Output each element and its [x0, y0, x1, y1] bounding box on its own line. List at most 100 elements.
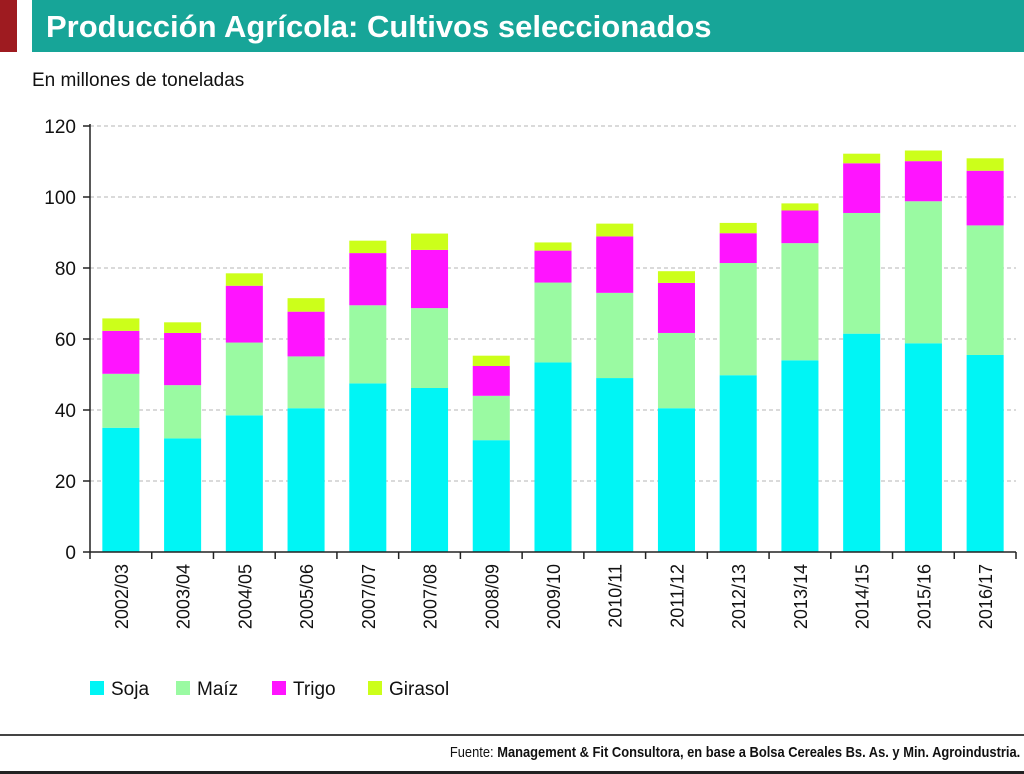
bar-soja-2003-04 [164, 438, 202, 552]
bar-ma-z-2012-13 [719, 263, 757, 376]
footer-divider [0, 734, 1024, 736]
bar-ma-z-2005-06 [287, 356, 325, 409]
bar-trigo-2015-16 [904, 161, 942, 202]
bar-trigo-2008-09 [472, 365, 510, 396]
bar-trigo-2011-12 [657, 282, 695, 333]
bar-trigo-2009-10 [534, 250, 572, 283]
bar-girasol-2002-03 [102, 318, 140, 331]
bar-trigo-2010-11 [596, 236, 634, 293]
bar-ma-z-2002-03 [102, 373, 140, 428]
legend-swatch [272, 681, 286, 695]
x-tick-label: 2011/12 [667, 564, 687, 628]
x-tick-label: 2010/11 [606, 564, 626, 628]
x-tick-label: 2014/15 [853, 564, 873, 629]
bar-girasol-2015-16 [904, 150, 942, 162]
x-tick-label: 2013/14 [791, 564, 811, 629]
bar-girasol-2009-10 [534, 242, 572, 251]
legend-label: Girasol [389, 679, 449, 700]
stacked-bar-chart: 0 20 40 60 80 100 120 2002/03 2003/04 2004/05 2005… [44, 117, 1017, 700]
x-tick-label: 2015/16 [914, 564, 934, 629]
x-tick-label: 2003/04 [174, 564, 194, 629]
y-tick-label: 80 [55, 259, 76, 280]
bar-trigo-2012-13 [719, 233, 757, 264]
bar-soja-2002-03 [102, 427, 140, 552]
bar-ma-z-2004-05 [225, 342, 263, 416]
source-note: Fuente: Management & Fit Consultora, en … [450, 744, 1020, 761]
bar-soja-2008-09 [472, 440, 510, 552]
bar-girasol-2011-12 [657, 271, 695, 283]
bar-ma-z-2010-11 [596, 292, 634, 379]
bar-girasol-2010-11 [596, 223, 634, 237]
bar-soja-2013-14 [781, 360, 819, 552]
bar-trigo-2005-06 [287, 311, 325, 357]
x-tick-label: 2008/09 [482, 564, 502, 629]
bar-trigo-2007-08 [411, 249, 449, 309]
x-tick-label: 2007/07 [359, 564, 379, 629]
bar-soja-2011-12 [657, 408, 695, 552]
source-text: Management & Fit Consultora, en base a B… [496, 744, 1020, 761]
bar-ma-z-2007-08 [411, 308, 449, 388]
bar-soja-2009-10 [534, 362, 572, 552]
bar-ma-z-2011-12 [657, 332, 695, 409]
y-tick-label: 60 [55, 330, 76, 351]
footer-bottom-rule [0, 771, 1024, 774]
chart-title: Producción Agrícola: Cultivos selecciona… [46, 9, 712, 44]
bar-trigo-2013-14 [781, 210, 819, 244]
x-tick-label: 2004/05 [235, 564, 255, 629]
bar-trigo-2014-15 [843, 163, 881, 213]
bar-soja-2016-17 [966, 354, 1004, 552]
bar-girasol-2003-04 [164, 322, 202, 333]
bar-ma-z-2016-17 [966, 225, 1004, 355]
bar-girasol-2013-14 [781, 203, 819, 211]
bar-ma-z-2007-07 [349, 305, 387, 384]
bar-girasol-2016-17 [966, 158, 1004, 171]
header-bar [32, 0, 1024, 52]
bar-ma-z-2015-16 [904, 201, 942, 344]
bar-girasol-2012-13 [719, 222, 757, 234]
header-accent [0, 0, 17, 52]
y-tick-label: 100 [44, 188, 76, 209]
y-tick-label: 40 [55, 401, 76, 422]
bar-girasol-2005-06 [287, 298, 325, 312]
y-axis-unit-label: En millones de toneladas [32, 70, 245, 91]
bar-girasol-2008-09 [472, 355, 510, 366]
y-tick-label: 120 [44, 117, 76, 138]
bar-soja-2004-05 [225, 415, 263, 552]
source-prefix: Fuente: [449, 744, 494, 761]
x-tick-label: 2007/08 [421, 564, 441, 629]
bar-trigo-2007-07 [349, 253, 387, 306]
bars [102, 150, 1004, 552]
bar-trigo-2016-17 [966, 170, 1004, 226]
x-tick-label: 2005/06 [297, 564, 317, 629]
bar-ma-z-2014-15 [843, 212, 881, 334]
y-tick-label: 0 [65, 543, 76, 564]
legend-label: Trigo [293, 679, 336, 700]
axes: 0 20 40 60 80 100 120 2002/03 2003/04 2004/05 2005… [44, 117, 1017, 629]
bar-ma-z-2009-10 [534, 282, 572, 363]
legend-swatch [176, 681, 190, 695]
bar-ma-z-2008-09 [472, 395, 510, 441]
bar-soja-2014-15 [843, 333, 881, 552]
x-tick-label: 2016/17 [976, 564, 996, 629]
bar-trigo-2002-03 [102, 330, 140, 374]
legend-swatch [368, 681, 382, 695]
bar-soja-2012-13 [719, 375, 757, 552]
bar-trigo-2003-04 [164, 332, 202, 386]
bar-girasol-2007-07 [349, 240, 387, 254]
legend-label: Soja [111, 679, 149, 700]
bar-soja-2007-07 [349, 383, 387, 552]
legend-swatch [90, 681, 104, 695]
bar-soja-2005-06 [287, 408, 325, 552]
x-tick-label: 2012/13 [729, 564, 749, 629]
bar-girasol-2004-05 [225, 273, 263, 286]
y-tick-label: 20 [55, 472, 76, 493]
x-tick-label: 2009/10 [544, 564, 564, 629]
bar-ma-z-2003-04 [164, 385, 202, 439]
bar-soja-2010-11 [596, 378, 634, 552]
bar-girasol-2007-08 [411, 233, 449, 250]
bar-ma-z-2013-14 [781, 243, 819, 361]
legend-label: Maíz [197, 679, 238, 700]
bar-trigo-2004-05 [225, 285, 263, 343]
bar-soja-2015-16 [904, 343, 942, 552]
bar-soja-2007-08 [411, 387, 449, 552]
